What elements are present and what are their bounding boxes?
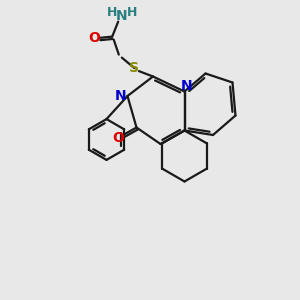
Text: N: N [116, 10, 127, 23]
Text: N: N [181, 79, 192, 93]
Text: O: O [88, 31, 100, 45]
Text: N: N [115, 89, 127, 103]
Text: H: H [127, 6, 137, 19]
Text: H: H [107, 6, 117, 19]
Text: O: O [112, 131, 124, 145]
Text: S: S [129, 61, 140, 75]
